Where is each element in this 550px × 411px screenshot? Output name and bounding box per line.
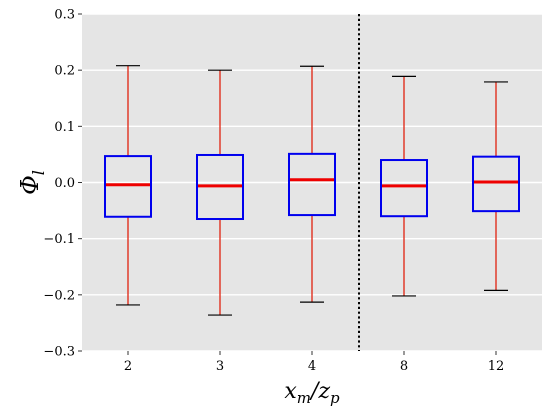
y-tick-label-3: 0.0 — [54, 176, 75, 191]
y-tick-label-5: 0.2 — [54, 64, 75, 79]
box-8 — [380, 75, 428, 297]
x-tick-label-12: 12 — [488, 359, 505, 374]
y-tick-label-1: −0.2 — [43, 288, 75, 303]
iqr-box-2 — [104, 155, 152, 218]
x-axis-ticks: 2 3 4 8 12 — [124, 351, 504, 374]
y-tick-label-2: −0.1 — [43, 232, 75, 247]
box-4 — [288, 65, 336, 303]
y-axis-label-group: Φl — [16, 170, 48, 195]
iqr-box-3 — [196, 153, 244, 221]
x-tick-label-8: 8 — [400, 359, 408, 374]
iqr-box-12 — [472, 155, 520, 213]
x-axis-label-group: xm/zp — [284, 379, 340, 407]
y-tick-label-4: 0.1 — [54, 120, 75, 135]
box-2 — [104, 65, 152, 306]
iqr-box-8 — [380, 159, 428, 218]
box-12 — [472, 81, 520, 291]
y-tick-label-0: −0.3 — [43, 345, 75, 360]
boxes — [104, 65, 520, 316]
y-tick-label-6: 0.3 — [54, 8, 75, 23]
x-tick-label-4: 4 — [308, 359, 316, 374]
x-tick-label-2: 2 — [124, 359, 132, 374]
y-axis-label: Φl — [16, 170, 48, 195]
iqr-box-4 — [288, 152, 336, 217]
box-3 — [196, 69, 244, 316]
x-tick-label-3: 3 — [216, 359, 224, 374]
y-axis-ticks: −0.3 −0.2 −0.1 0.0 0.1 0.2 0.3 — [43, 8, 82, 360]
x-axis-label: xm/zp — [284, 379, 340, 407]
